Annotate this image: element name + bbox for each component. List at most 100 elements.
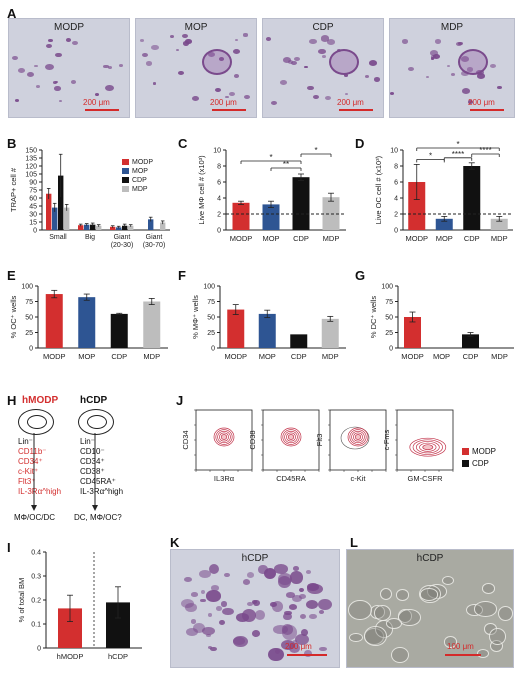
hmodp-outcome: MΦ/OC/DC xyxy=(14,513,56,522)
legend-cdp: CDP xyxy=(462,458,496,470)
modp-contour xyxy=(347,427,369,447)
hcdp-title: hCDP xyxy=(80,395,108,406)
cell-blob xyxy=(274,649,280,655)
cell-blob xyxy=(266,37,272,41)
modp-contour xyxy=(415,441,440,454)
panel-label-j: J xyxy=(176,393,184,408)
cell-blob xyxy=(318,49,326,55)
hcdp-cell-icon xyxy=(78,409,114,435)
cell-blob xyxy=(200,589,206,594)
significance-label: * xyxy=(456,140,459,149)
panel-label-f: F xyxy=(178,268,186,283)
cell-blob xyxy=(432,53,440,59)
cell-blob xyxy=(344,92,349,96)
cell-blob xyxy=(258,565,268,574)
bar xyxy=(290,334,308,348)
y-tick-label: 8 xyxy=(394,164,398,171)
y-tick-label: 0 xyxy=(389,346,393,353)
cell-blob xyxy=(153,82,157,85)
cell-blob xyxy=(320,35,330,42)
cell-blob xyxy=(251,600,258,605)
bar xyxy=(58,175,64,230)
bar xyxy=(435,218,453,230)
modp-contour xyxy=(219,432,229,442)
cell-blob xyxy=(304,65,308,68)
cell-blob xyxy=(202,627,215,636)
cell-blob xyxy=(145,61,153,66)
flow-plot: GM-CSFR c-Fms xyxy=(382,409,454,483)
cell-blob xyxy=(299,588,305,593)
flow-plot-frame xyxy=(262,409,320,471)
cell-blob xyxy=(291,61,297,66)
hmodp-marker: CD34⁺ xyxy=(18,457,43,466)
cell-blob xyxy=(477,72,486,79)
y-axis-label: TRAP+ cell # xyxy=(9,167,18,212)
y-tick-label: 0 xyxy=(217,228,221,235)
bar xyxy=(116,227,122,230)
y-tick-label: 0 xyxy=(37,646,41,653)
micrograph-l: hCDP 100 μm xyxy=(346,549,514,668)
cell-blob xyxy=(280,80,288,86)
cell-blob xyxy=(497,85,503,90)
bar xyxy=(490,218,508,230)
cell-blob xyxy=(490,63,496,68)
bar xyxy=(64,207,70,230)
cell-blob xyxy=(397,609,421,626)
cell-blob xyxy=(46,43,53,49)
x-tick-label: MODP xyxy=(225,352,248,361)
cell-blob xyxy=(312,94,319,99)
cell-blob xyxy=(289,642,300,653)
flow-x-label: IL3Rα xyxy=(214,474,235,483)
y-tick-label: 25 xyxy=(385,330,393,337)
bar xyxy=(232,202,250,230)
bar xyxy=(292,177,310,230)
x-tick-label: Big xyxy=(85,234,95,241)
x-tick-label: CDP xyxy=(463,352,479,361)
cell-blob xyxy=(224,95,229,99)
cell-blob xyxy=(364,74,370,79)
cell-blob xyxy=(271,101,278,106)
legend-label: MDP xyxy=(132,186,148,193)
arrow-icons xyxy=(31,433,98,511)
chart-d: 0 2 4 6 8 10 Live OC cell # (x10³) MODP MOP CDP MD… xyxy=(374,140,513,243)
y-tick-label: 15 xyxy=(29,220,37,227)
x-tick-label: MDP xyxy=(322,352,339,361)
modp-contour xyxy=(287,434,295,440)
cell-blob xyxy=(419,588,439,601)
cell-blob xyxy=(232,637,245,645)
modp-contour xyxy=(353,432,363,442)
bar xyxy=(322,197,340,230)
modp-contour xyxy=(354,434,362,440)
modp-contour xyxy=(412,439,443,455)
cell-blob xyxy=(140,38,145,42)
cell-blob xyxy=(298,593,307,600)
legend-label: MOP xyxy=(132,168,148,175)
micrograph-a-3: CDP 200 μm xyxy=(262,18,384,118)
modp-contour xyxy=(220,434,228,440)
x-tick-label: MOP xyxy=(433,352,450,361)
bar xyxy=(128,225,134,230)
y-tick-label: 0 xyxy=(33,228,37,235)
flow-plot-frame xyxy=(195,409,253,471)
modp-contour xyxy=(280,427,302,447)
cell-blob xyxy=(307,583,323,595)
cell-blob xyxy=(170,35,175,38)
y-tick-label: 100 xyxy=(381,284,393,291)
flow-plot-frame xyxy=(396,409,454,471)
cell-blob xyxy=(191,96,199,102)
y-tick-label: 4 xyxy=(217,196,221,203)
cell-blob xyxy=(369,59,378,66)
y-tick-label: 6 xyxy=(394,180,398,187)
cell-blob xyxy=(247,602,253,607)
cell-blob xyxy=(209,646,217,652)
y-axis-label: % MΦ⁺ wells xyxy=(191,295,200,339)
cell-blob xyxy=(290,571,303,584)
modp-contour xyxy=(422,444,434,451)
x-tick-label: MOP xyxy=(436,234,453,243)
cell-blob xyxy=(193,623,205,634)
cell-blob xyxy=(222,608,234,616)
x-tick-label: CDP xyxy=(111,352,127,361)
cell-blob xyxy=(181,598,195,608)
scale-bar-k xyxy=(287,654,327,656)
cell-blob xyxy=(242,578,250,585)
